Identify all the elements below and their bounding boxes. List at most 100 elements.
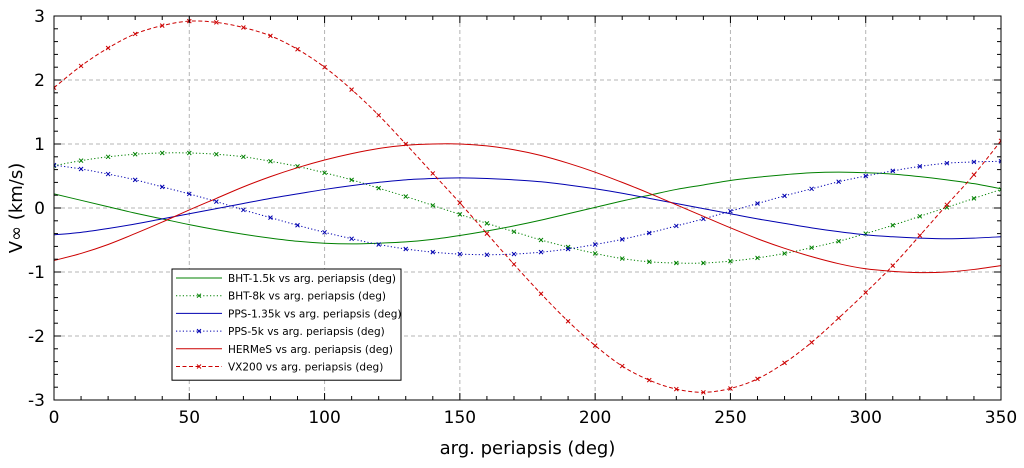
y-tick-label: -1 bbox=[28, 263, 45, 283]
marker-stroke bbox=[701, 389, 706, 395]
data-point bbox=[213, 20, 219, 25]
marker-stroke bbox=[196, 364, 202, 369]
y-tick-label: 0 bbox=[34, 199, 45, 219]
x-tick-label: 250 bbox=[714, 408, 746, 428]
marker-stroke bbox=[998, 188, 1001, 192]
marker-stroke bbox=[755, 376, 760, 382]
marker-stroke bbox=[538, 291, 544, 297]
data-point bbox=[755, 201, 760, 206]
data-point bbox=[917, 213, 923, 219]
series-line bbox=[54, 20, 1001, 393]
legend-label: BHT-1.5k vs arg. periapsis (deg) bbox=[228, 273, 396, 285]
marker-stroke bbox=[349, 236, 354, 242]
data-point bbox=[268, 158, 273, 164]
data-point bbox=[132, 151, 138, 157]
marker-stroke bbox=[890, 168, 896, 174]
data-point bbox=[890, 168, 896, 174]
marker-stroke bbox=[511, 261, 517, 267]
data-point bbox=[78, 166, 84, 172]
marker-stroke bbox=[196, 293, 202, 299]
marker-stroke bbox=[322, 64, 327, 70]
marker-stroke bbox=[592, 251, 598, 256]
data-point bbox=[782, 193, 787, 199]
marker-stroke bbox=[646, 230, 652, 236]
data-point bbox=[782, 251, 787, 256]
data-point bbox=[701, 216, 706, 222]
data-point bbox=[430, 171, 436, 176]
marker-stroke bbox=[213, 20, 219, 25]
x-tick-label: 300 bbox=[849, 408, 881, 428]
data-point bbox=[728, 258, 733, 264]
marker-stroke bbox=[376, 185, 382, 191]
marker-stroke bbox=[863, 290, 869, 295]
marker-stroke bbox=[403, 141, 409, 147]
marker-stroke bbox=[54, 162, 57, 166]
series-2 bbox=[54, 177, 1001, 240]
legend-label: BHT-8k vs arg. periapsis (deg) bbox=[228, 291, 386, 303]
marker-stroke bbox=[998, 187, 1001, 191]
marker-stroke bbox=[673, 260, 679, 266]
marker-stroke bbox=[295, 222, 300, 228]
series-4 bbox=[54, 143, 1001, 274]
data-point bbox=[159, 184, 165, 190]
y-tick-label: 1 bbox=[34, 135, 45, 155]
y-tick-label: -3 bbox=[28, 391, 45, 411]
data-point bbox=[998, 138, 1001, 144]
x-tick-label: 50 bbox=[178, 408, 200, 428]
data-point bbox=[646, 230, 652, 236]
data-point bbox=[538, 291, 544, 297]
data-point bbox=[755, 255, 760, 261]
legend-box bbox=[171, 268, 402, 381]
y-axis-label: V∞ (km/s) bbox=[6, 163, 27, 253]
marker-stroke bbox=[241, 207, 246, 213]
data-point bbox=[403, 141, 409, 147]
marker-stroke bbox=[782, 251, 787, 256]
marker-stroke bbox=[186, 191, 192, 197]
marker-stroke bbox=[376, 112, 382, 118]
marker-stroke bbox=[349, 177, 354, 183]
legend-marker bbox=[196, 328, 202, 334]
marker-stroke bbox=[322, 170, 327, 176]
data-point bbox=[646, 259, 652, 265]
marker-stroke bbox=[78, 158, 84, 163]
legend: BHT-1.5k vs arg. periapsis (deg) BHT-8k v… bbox=[171, 268, 402, 381]
marker-stroke bbox=[376, 242, 382, 247]
marker-stroke bbox=[241, 25, 246, 30]
data-point bbox=[241, 207, 246, 213]
data-point bbox=[54, 85, 57, 91]
data-point bbox=[592, 343, 598, 348]
marker-stroke bbox=[213, 151, 219, 157]
data-point bbox=[917, 164, 923, 169]
marker-stroke bbox=[673, 223, 679, 229]
marker-stroke bbox=[268, 33, 273, 39]
data-point bbox=[619, 363, 625, 369]
marker-stroke bbox=[917, 164, 923, 169]
data-point bbox=[565, 244, 571, 250]
marker-stroke bbox=[430, 203, 436, 208]
data-point bbox=[511, 229, 517, 235]
marker-stroke bbox=[322, 229, 327, 235]
data-point bbox=[484, 221, 490, 226]
data-point bbox=[917, 233, 923, 238]
data-point bbox=[971, 172, 977, 178]
data-point bbox=[728, 208, 733, 214]
x-tick-label: 200 bbox=[579, 408, 611, 428]
data-point bbox=[728, 386, 733, 391]
legend-marker bbox=[196, 293, 202, 299]
marker-stroke bbox=[430, 171, 436, 176]
marker-stroke bbox=[755, 255, 760, 261]
marker-stroke bbox=[132, 151, 138, 157]
marker-stroke bbox=[349, 87, 354, 92]
y-tick-label: -2 bbox=[28, 327, 45, 347]
data-point bbox=[403, 194, 409, 199]
data-point bbox=[241, 154, 246, 160]
data-point bbox=[159, 150, 165, 156]
series-line bbox=[54, 171, 1001, 245]
marker-stroke bbox=[836, 238, 842, 244]
marker-stroke bbox=[646, 377, 652, 383]
marker-stroke bbox=[890, 263, 896, 268]
data-point bbox=[484, 231, 490, 236]
data-point bbox=[376, 242, 382, 247]
marker-stroke bbox=[538, 237, 544, 243]
